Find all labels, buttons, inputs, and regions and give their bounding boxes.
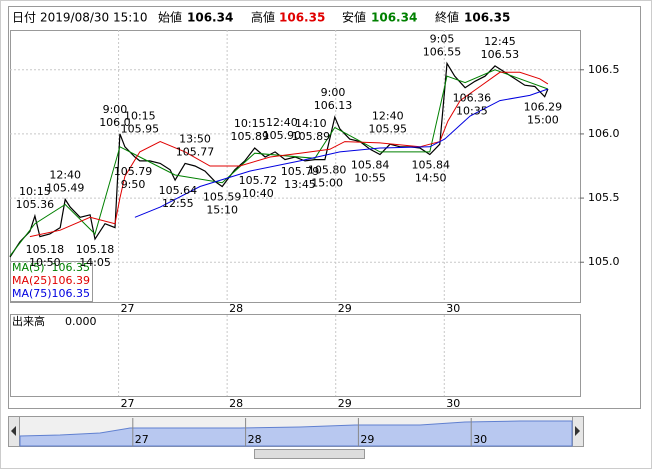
annotation-price: 106.29 xyxy=(524,101,563,114)
annotation-time: 12:40 xyxy=(49,168,81,181)
field-label: 始値 xyxy=(158,10,182,25)
field-value: 106.34 xyxy=(187,11,233,25)
date: 2019/08/30 15:10 xyxy=(40,11,148,25)
annotation-time: 12:40 xyxy=(266,116,298,129)
annotation-time: 10:15 xyxy=(124,109,156,122)
ma-line xyxy=(134,88,549,218)
annotation-time: 10:35 xyxy=(456,105,488,118)
annotation-price: 105.18 xyxy=(76,243,115,256)
annotation-price: 106.55 xyxy=(423,45,462,58)
annotation-price: 105.89 xyxy=(292,130,331,143)
annotation-time: 9:00 xyxy=(103,103,128,116)
legend-label: MA(5) xyxy=(12,261,45,274)
x-tick-label: 27 xyxy=(121,397,135,410)
annotation-time: 10:15 xyxy=(234,117,266,130)
annotation-time: 14:10 xyxy=(295,117,327,130)
navigator-area xyxy=(19,420,573,447)
annotation-time: 10:55 xyxy=(354,171,386,184)
chart-box xyxy=(8,6,641,409)
volume-value: 0.000 xyxy=(65,315,97,328)
navigator-label: 29 xyxy=(360,433,374,446)
annotation-price: 105.36 xyxy=(16,198,55,211)
legend-label: MA(25) xyxy=(12,274,52,287)
field-label: 終値 xyxy=(435,10,459,25)
annotation-price: 106.53 xyxy=(481,48,520,61)
arrow-icon xyxy=(575,426,580,436)
date-label: 日付 xyxy=(12,11,36,25)
x-tick-label: 29 xyxy=(338,302,352,315)
annotation-price: 105.59 xyxy=(203,191,242,204)
y-tick-label: 106.5 xyxy=(588,63,620,76)
field-label: 高値 xyxy=(251,10,275,25)
legend-label: MA(75) xyxy=(12,287,52,300)
field-label: 安値 xyxy=(342,10,366,25)
x-tick-label: 30 xyxy=(446,397,460,410)
y-tick-label: 105.5 xyxy=(588,191,620,204)
annotation-price: 105.79 xyxy=(114,165,153,178)
annotation-time: 9:05 xyxy=(430,32,455,45)
annotation-price: 106.13 xyxy=(314,99,353,112)
annotation-time: 15:00 xyxy=(311,177,343,190)
field-value: 106.35 xyxy=(279,11,325,25)
annotation-time: 10:15 xyxy=(19,185,51,198)
annotation-price: 105.90 xyxy=(263,129,302,142)
price-line xyxy=(9,61,549,258)
annotation-price: 105.18 xyxy=(26,243,65,256)
volume-area xyxy=(10,314,581,397)
field-value: 106.34 xyxy=(371,11,417,25)
annotation-time: 15:00 xyxy=(527,114,559,127)
legend-box xyxy=(10,261,93,302)
ma-line xyxy=(29,71,549,238)
annotation-time: 12:45 xyxy=(484,35,516,48)
annotation-time: 12:40 xyxy=(372,109,404,122)
y-tick-label: 106.0 xyxy=(588,127,620,140)
legend-value: 106.39 xyxy=(52,274,91,287)
x-tick-label: 30 xyxy=(446,302,460,315)
annotation-price: 105.80 xyxy=(308,164,347,177)
annotation-time: 10:40 xyxy=(242,187,274,200)
annotation-time: 9:50 xyxy=(121,178,146,191)
x-tick-label: 29 xyxy=(338,397,352,410)
annotation-time: 9:00 xyxy=(321,86,346,99)
annotation-price: 105.72 xyxy=(239,174,278,187)
annotation-price: 105.95 xyxy=(368,122,407,135)
annotation-time: 15:10 xyxy=(206,204,238,217)
annotation-price: 106.0 xyxy=(99,116,131,129)
annotation-time: 10:50 xyxy=(29,256,61,269)
annotation-price: 105.89 xyxy=(231,130,270,143)
field-value: 106.35 xyxy=(464,11,510,25)
y-tick-label: 105.0 xyxy=(588,255,620,268)
volume-label: 出来高 xyxy=(12,314,45,328)
x-tick-label: 28 xyxy=(229,302,243,315)
ma-line xyxy=(9,69,549,257)
legend-value: 106.35 xyxy=(52,287,91,300)
annotation-price: 105.64 xyxy=(159,184,198,197)
navigator-label: 28 xyxy=(248,433,262,446)
annotation-time: 12:55 xyxy=(162,197,194,210)
navigator-label: 30 xyxy=(473,433,487,446)
x-tick-label: 28 xyxy=(229,397,243,410)
annotation-time: 13:45 xyxy=(284,178,316,191)
annotation-price: 105.95 xyxy=(121,122,160,135)
annotation-price: 105.77 xyxy=(176,145,215,158)
arrow-icon xyxy=(11,426,16,436)
annotation-time: 14:50 xyxy=(415,171,447,184)
scroll-thumb[interactable] xyxy=(254,449,365,459)
legend-value: 106.35 xyxy=(52,261,91,274)
annotation-price: 105.79 xyxy=(281,165,320,178)
annotation-price: 105.84 xyxy=(351,158,390,171)
annotation-price: 105.84 xyxy=(411,158,450,171)
x-tick-label: 27 xyxy=(121,302,135,315)
annotation-time: 14:05 xyxy=(79,256,111,269)
navigator-label: 27 xyxy=(135,433,149,446)
annotation-price: 106.36 xyxy=(453,92,492,105)
annotation-time: 13:50 xyxy=(179,132,211,145)
annotation-price: 105.49 xyxy=(46,181,85,194)
